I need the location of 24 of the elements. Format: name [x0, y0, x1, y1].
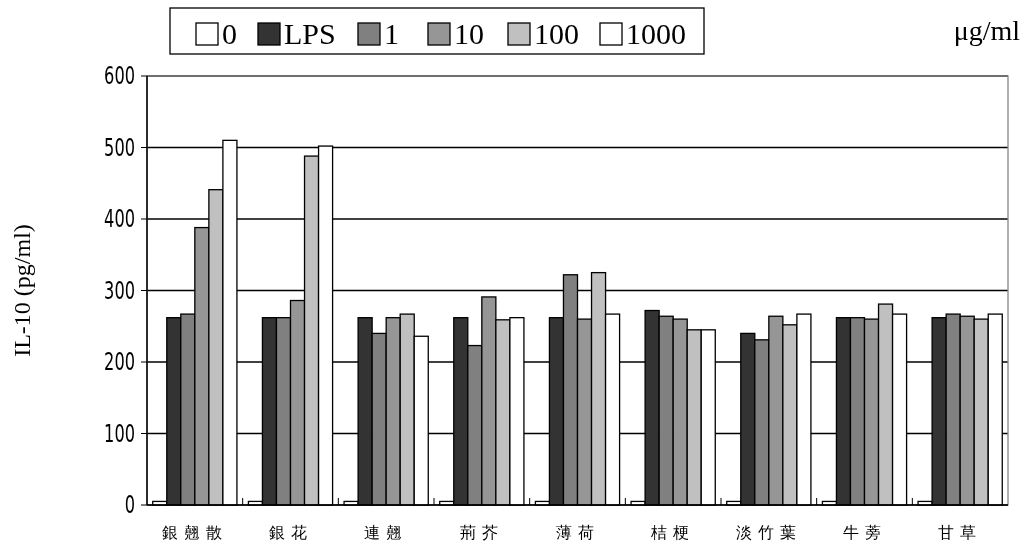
x-tick-label: 銀翹散	[161, 523, 228, 542]
legend-label: 1000	[626, 17, 686, 50]
y-tick-label: 500	[104, 133, 135, 162]
legend-label: 0	[222, 17, 237, 50]
x-tick-label: 銀花	[268, 523, 313, 542]
y-tick-label: 600	[104, 61, 135, 91]
legend-label: 100	[534, 17, 579, 50]
legend-label: 1	[384, 17, 399, 50]
x-tick-label: 淡竹葉	[735, 523, 802, 542]
y-tick-label: 100	[104, 419, 135, 448]
y-tick-label: 400	[104, 204, 135, 234]
x-tick-label: 甘草	[938, 523, 983, 542]
y-tick-label: 0	[124, 490, 135, 520]
y-tick-label: 300	[104, 276, 135, 305]
x-tick-label: 連翹	[364, 523, 409, 542]
x-tick-label: 荊芥	[459, 523, 504, 542]
x-tick-label: 桔梗	[650, 523, 696, 542]
x-tick-label: 薄荷	[555, 523, 600, 542]
text: μg/ml	[953, 15, 1021, 46]
y-axis-title: IL-10 (pg/ml)	[9, 224, 35, 357]
legend-label: 10	[454, 17, 484, 50]
legend-label: LPS	[284, 17, 336, 50]
x-tick-label: 牛蒡	[842, 523, 887, 542]
y-tick-label: 200	[104, 347, 135, 377]
